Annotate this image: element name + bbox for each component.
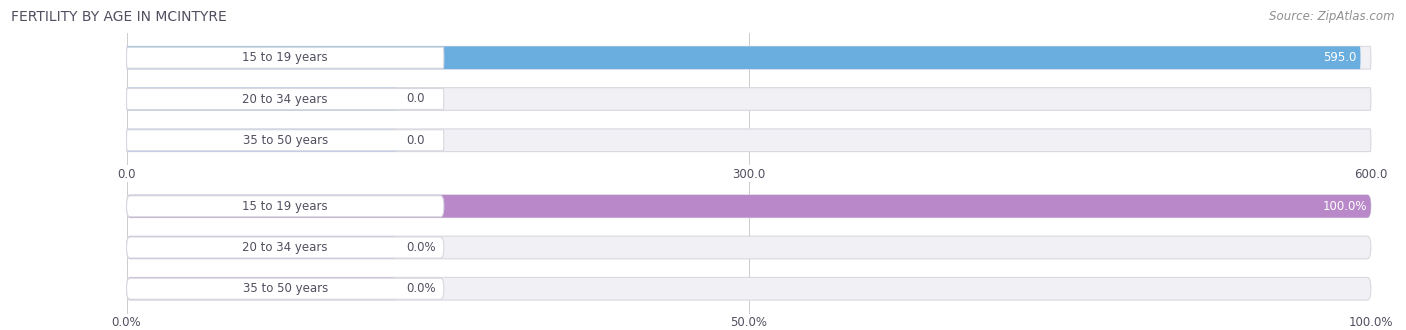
FancyBboxPatch shape [127,88,444,110]
Text: 20 to 34 years: 20 to 34 years [242,92,328,106]
Text: 15 to 19 years: 15 to 19 years [242,200,328,213]
FancyBboxPatch shape [127,237,444,258]
Text: 35 to 50 years: 35 to 50 years [243,134,328,147]
FancyBboxPatch shape [127,88,396,110]
FancyBboxPatch shape [127,278,396,300]
FancyBboxPatch shape [127,47,1361,69]
FancyBboxPatch shape [127,88,1371,110]
FancyBboxPatch shape [127,236,1371,259]
FancyBboxPatch shape [127,278,444,299]
FancyBboxPatch shape [127,278,1371,300]
FancyBboxPatch shape [127,130,444,151]
Text: 15 to 19 years: 15 to 19 years [242,51,328,64]
Text: Source: ZipAtlas.com: Source: ZipAtlas.com [1270,10,1395,23]
FancyBboxPatch shape [127,196,444,217]
FancyBboxPatch shape [127,129,396,151]
FancyBboxPatch shape [127,129,1371,151]
FancyBboxPatch shape [127,195,1371,217]
Text: 35 to 50 years: 35 to 50 years [243,282,328,295]
FancyBboxPatch shape [127,236,396,259]
Text: 0.0%: 0.0% [406,241,436,254]
Text: 0.0%: 0.0% [406,282,436,295]
Text: 20 to 34 years: 20 to 34 years [242,241,328,254]
Text: 0.0: 0.0 [406,134,425,147]
FancyBboxPatch shape [127,195,1371,217]
Text: 100.0%: 100.0% [1323,200,1367,213]
FancyBboxPatch shape [127,47,444,68]
Text: 0.0: 0.0 [406,92,425,106]
FancyBboxPatch shape [127,47,1371,69]
Text: FERTILITY BY AGE IN MCINTYRE: FERTILITY BY AGE IN MCINTYRE [11,10,226,24]
Text: 595.0: 595.0 [1323,51,1357,64]
